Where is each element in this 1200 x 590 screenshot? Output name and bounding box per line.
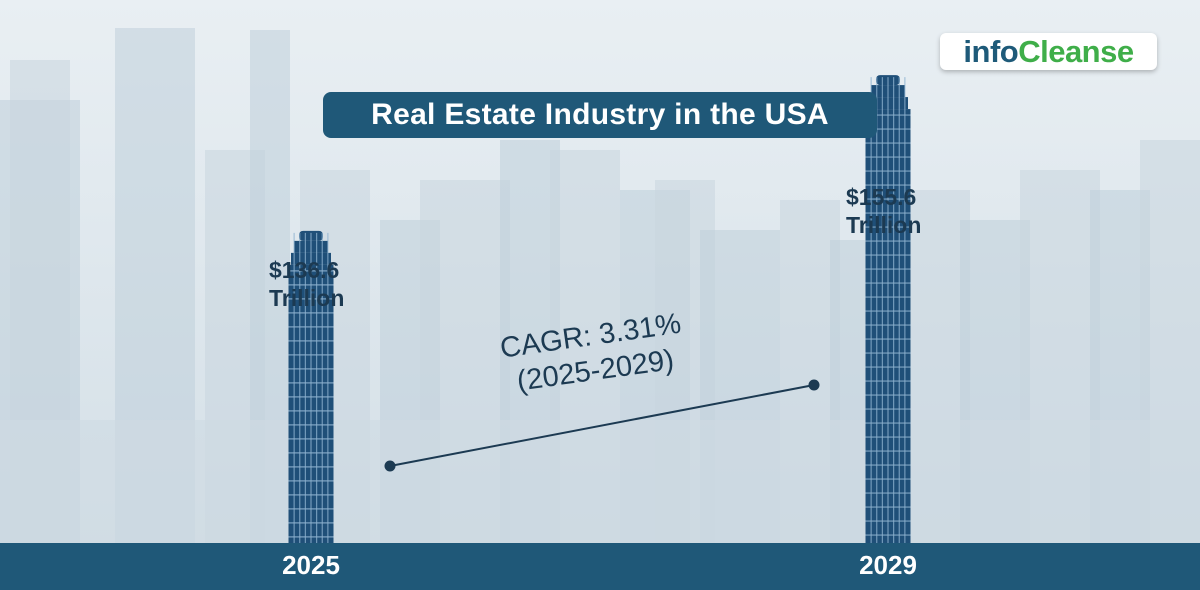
value-label-2029-amount: $155.6 [846,184,917,210]
bar-tower-2025 [288,230,334,543]
cagr-end-point [808,379,820,391]
cagr-start-point [384,460,396,472]
value-label-2025-unit: Trillion [269,285,345,311]
x-tick-label-2029: 2029 [859,550,917,580]
bar-towers [288,75,911,543]
cagr-trend-line [384,379,820,472]
infocleanse-logo: info Cleanse [940,33,1157,70]
background-haze [0,420,1200,543]
chart-title-text: Real Estate Industry in the USA [371,98,829,131]
value-label-2025-amount: $136.6 [269,257,340,283]
chart-title: Real Estate Industry in the USA [323,92,877,138]
city-skyline-background [0,28,1200,560]
logo-text-cleanse: Cleanse [1018,33,1134,69]
bar-tower-2029 [865,75,911,543]
logo-text-info: info [963,33,1019,69]
value-label-2025: $136.6 Trillion [269,256,344,312]
x-axis-band [0,543,1200,590]
cagr-line [389,384,815,467]
value-label-2029: $155.6 Trillion [846,183,921,239]
x-tick-label-2025: 2025 [282,550,340,580]
value-label-2029-unit: Trillion [846,212,922,238]
